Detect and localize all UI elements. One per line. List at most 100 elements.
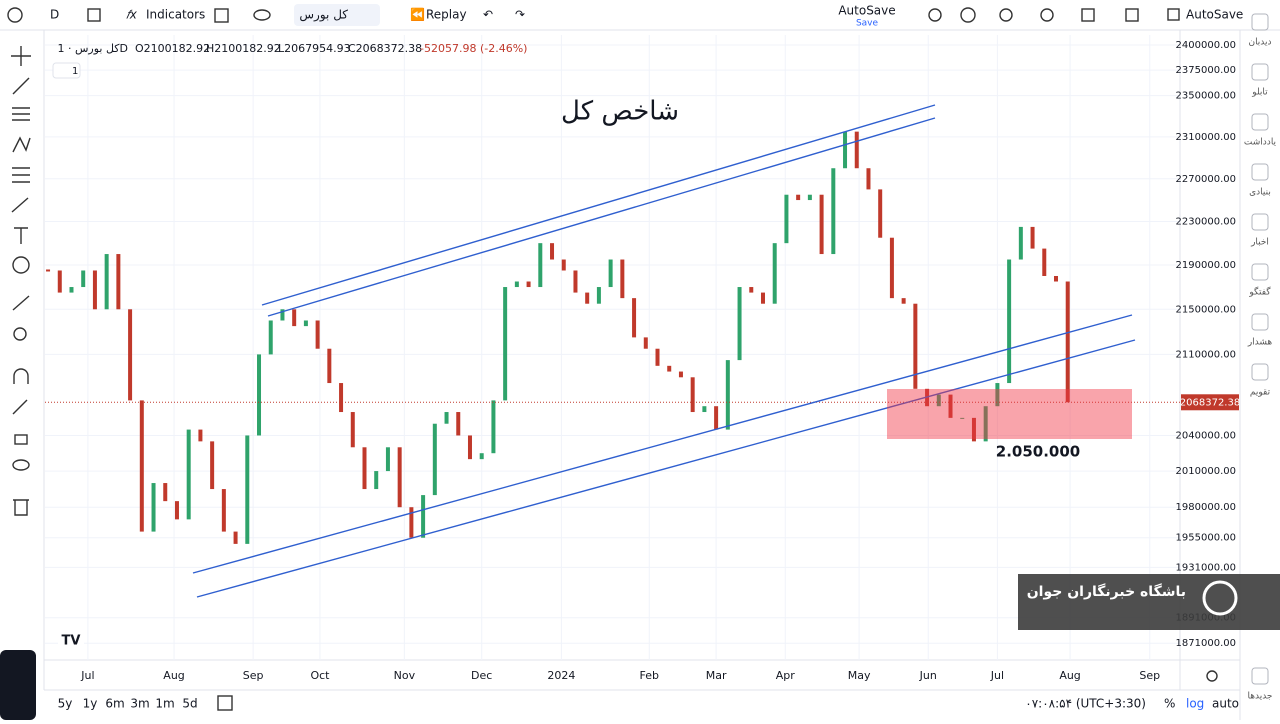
sidebar-label[interactable]: تقویم: [1250, 388, 1271, 398]
candle: [526, 281, 531, 288]
candle: [948, 394, 953, 418]
candle: [538, 243, 543, 288]
clock: ۰۷:۰۸:۵۴ (UTC+3:30): [1025, 697, 1146, 711]
sidebar-icon[interactable]: [1251, 63, 1269, 81]
templates-icon[interactable]: [214, 8, 229, 23]
sidebar-label[interactable]: اخبار: [1250, 238, 1269, 248]
candle: [139, 400, 144, 532]
timezone-icon[interactable]: [1206, 670, 1218, 682]
undo[interactable]: ↶: [483, 8, 493, 22]
replay-button[interactable]: Replay: [426, 8, 467, 22]
tv-logo: [58, 630, 84, 652]
x-tick-label: Sep: [1139, 669, 1160, 682]
candle: [210, 441, 215, 490]
date-range-icon[interactable]: [217, 695, 233, 711]
emoji-tool[interactable]: [12, 256, 30, 274]
candle: [92, 270, 97, 310]
drawing-mode[interactable]: [12, 399, 28, 415]
symbol-search[interactable]: [294, 4, 380, 26]
add-icon[interactable]: [7, 7, 23, 23]
sidebar-label[interactable]: هشدار: [1247, 338, 1273, 348]
sidebar-icon[interactable]: [1251, 13, 1269, 31]
snapshot-icon[interactable]: [1081, 8, 1095, 22]
x-tick-label: Sep: [243, 669, 264, 682]
autosave-label: AutoSave: [1186, 8, 1243, 22]
channel-line: [192, 314, 1133, 574]
sidebar-label[interactable]: دیدبان: [1248, 38, 1271, 48]
lock-tool[interactable]: [14, 434, 28, 445]
candle: [421, 495, 426, 538]
theme-icon[interactable]: [999, 8, 1013, 22]
text-tool[interactable]: [14, 227, 28, 244]
log-toggle[interactable]: log: [1186, 697, 1204, 711]
sidebar-icon[interactable]: [1251, 213, 1269, 231]
interval[interactable]: D: [50, 8, 59, 22]
side-tab[interactable]: [0, 650, 36, 720]
sidebar-icon[interactable]: [1251, 667, 1269, 685]
x-tick-label: Aug: [1059, 669, 1080, 682]
candle: [936, 394, 941, 407]
sidebar-icon[interactable]: [1251, 363, 1269, 381]
measure-tool[interactable]: [12, 295, 30, 311]
range-button[interactable]: 6m: [105, 697, 124, 711]
candle: [632, 298, 637, 338]
settings-icon[interactable]: [960, 7, 976, 23]
crosshair-tool[interactable]: [11, 46, 31, 66]
sidebar-icon[interactable]: [1251, 113, 1269, 131]
fx-icon[interactable]: 𝑓x: [126, 8, 138, 22]
range-button[interactable]: 3m: [130, 697, 149, 711]
redo[interactable]: ↷: [515, 8, 525, 22]
watermark: باشگاه خبرنگاران جوان: [1027, 583, 1186, 600]
sidebar-label[interactable]: گفتگو: [1248, 286, 1271, 298]
autosave-checkbox[interactable]: [1167, 8, 1180, 21]
chart-type-icon[interactable]: [87, 8, 101, 22]
y-tick-label: 2230000.00: [1176, 217, 1236, 228]
support-zone: [887, 389, 1132, 439]
indicators-button[interactable]: Indicators: [146, 8, 205, 22]
legend-high: H2100182.92: [206, 42, 281, 55]
autosave[interactable]: AutoSave: [838, 4, 895, 18]
candle: [163, 483, 168, 502]
brush-tool[interactable]: [11, 197, 29, 213]
magnet-tool[interactable]: [13, 368, 29, 384]
candle: [702, 406, 707, 413]
y-tick-label: 1871000.00: [1176, 638, 1236, 649]
candle: [1042, 248, 1047, 276]
zoom-icon[interactable]: [928, 8, 942, 22]
fullscreen-icon[interactable]: [1125, 8, 1139, 22]
symbol[interactable]: کل بورس: [299, 8, 348, 23]
candle: [432, 423, 437, 496]
sidebar-label[interactable]: بنیادی: [1249, 188, 1271, 198]
sidebar-label[interactable]: تابلو: [1251, 88, 1268, 98]
x-tick-label: Jul: [80, 669, 94, 682]
sidebar-label[interactable]: یادداشت: [1244, 138, 1277, 148]
candle: [46, 269, 51, 272]
candle: [151, 483, 156, 532]
range-button[interactable]: 1m: [155, 697, 174, 711]
sidebar-icon[interactable]: [1251, 263, 1269, 281]
fib-tool[interactable]: [12, 107, 30, 121]
sidebar-label[interactable]: جدیدها: [1247, 692, 1272, 702]
zoom-tool[interactable]: [13, 327, 27, 341]
last-price-tag: [1181, 394, 1239, 411]
candle: [245, 435, 250, 544]
pattern-tool[interactable]: [12, 136, 31, 153]
auto-toggle[interactable]: auto: [1212, 697, 1239, 711]
sidebar-icon[interactable]: [1251, 313, 1269, 331]
eye-icon[interactable]: [253, 9, 271, 21]
range-button[interactable]: 1y: [83, 697, 98, 711]
sidebar-icon[interactable]: [1251, 163, 1269, 181]
delete-tool[interactable]: [13, 499, 29, 516]
share-icon[interactable]: [1040, 8, 1054, 22]
range-button[interactable]: 5y: [58, 697, 73, 711]
percent-toggle[interactable]: %: [1164, 697, 1175, 711]
hide-tool[interactable]: [12, 459, 30, 471]
line-tool[interactable]: [12, 77, 30, 95]
replay-icon[interactable]: ⏪: [410, 8, 425, 22]
range-button[interactable]: 5d: [182, 697, 197, 711]
pane-button[interactable]: [52, 62, 81, 79]
candle: [385, 447, 390, 472]
candle: [678, 371, 683, 378]
forecast-tool[interactable]: [12, 167, 30, 183]
